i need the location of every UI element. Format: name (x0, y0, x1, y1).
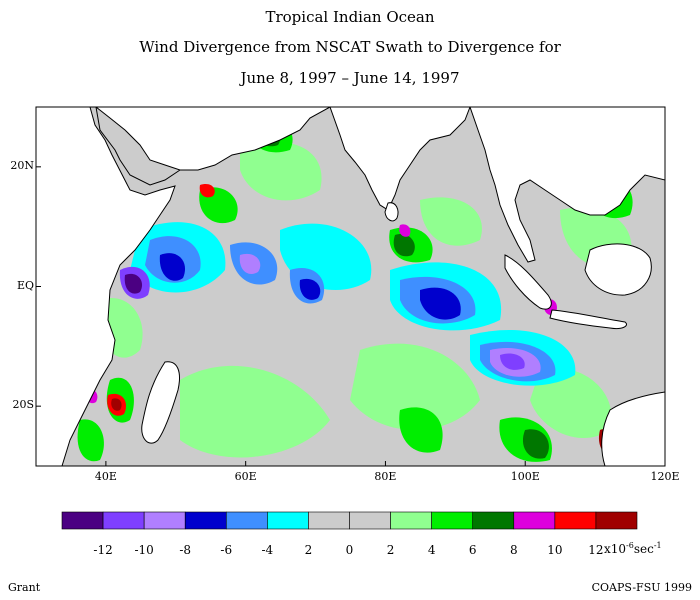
colorbar-swatch (61, 511, 104, 530)
colorbar-swatch (308, 511, 350, 530)
lon-tick-label: 60E (234, 470, 257, 483)
colorbar-swatch (595, 511, 638, 530)
colorbar-tick-label: -4 (261, 543, 274, 557)
author-credit: Grant (8, 581, 41, 594)
colorbar-swatch (431, 511, 474, 530)
colorbar-tick-label: 8 (509, 543, 518, 557)
colorbar-swatch (267, 511, 309, 530)
colorbar-tick-label: 6 (468, 543, 477, 557)
colorbar-tick-label: 10 (547, 543, 563, 557)
lon-tick-label: 40E (94, 470, 117, 483)
colorbar-unit: x10-6sec-1 (604, 541, 662, 556)
map-title: Tropical Indian Ocean (265, 8, 435, 26)
map-subtitle: Wind Divergence from NSCAT Swath to Dive… (139, 38, 561, 56)
colorbar-tick-label: -12 (93, 543, 113, 557)
colorbar-swatch (554, 511, 597, 530)
divergence-field (77, 118, 633, 462)
lon-tick-label: 80E (374, 470, 397, 483)
colorbar-tick-label: 0 (345, 543, 354, 557)
lon-tick-label: 100E (510, 470, 540, 483)
unit-prefix: x10 (604, 542, 627, 556)
colorbar-swatch (184, 511, 227, 530)
colorbar-tick-label: -6 (220, 543, 233, 557)
organization-credit: COAPS-FSU 1999 (591, 581, 692, 594)
colorbar-tick-label: 4 (427, 543, 436, 557)
colorbar-tick-label: -10 (134, 543, 154, 557)
colorbar-swatch (472, 511, 515, 530)
colorbar-swatch (143, 511, 186, 530)
colorbar-tick-label: 12 (588, 543, 604, 557)
unit-exponent: -6 (626, 541, 634, 550)
land-masses (36, 107, 665, 466)
lat-tick-label: 20S (12, 398, 34, 412)
colorbar-tick-label: 2 (304, 543, 313, 557)
colorbar-swatch (102, 511, 145, 530)
colorbar-swatch (390, 511, 432, 530)
lat-tick-label: 20N (10, 158, 34, 172)
lon-tick-label: 120E (650, 470, 680, 483)
colorbar-tick-label: -8 (179, 543, 192, 557)
axis-ticks (36, 166, 666, 466)
date-range: June 8, 1997 – June 14, 1997 (240, 69, 460, 87)
lat-tick-label: EQ (16, 278, 34, 292)
colorbar-swatch (349, 511, 391, 530)
colorbar (61, 511, 638, 530)
unit-suffix: sec (633, 542, 654, 556)
colorbar-tick-label: 2 (386, 543, 395, 557)
colorbar-swatch (513, 511, 556, 530)
unit-exponent-2: -1 (653, 541, 662, 550)
colorbar-swatch (225, 511, 268, 530)
